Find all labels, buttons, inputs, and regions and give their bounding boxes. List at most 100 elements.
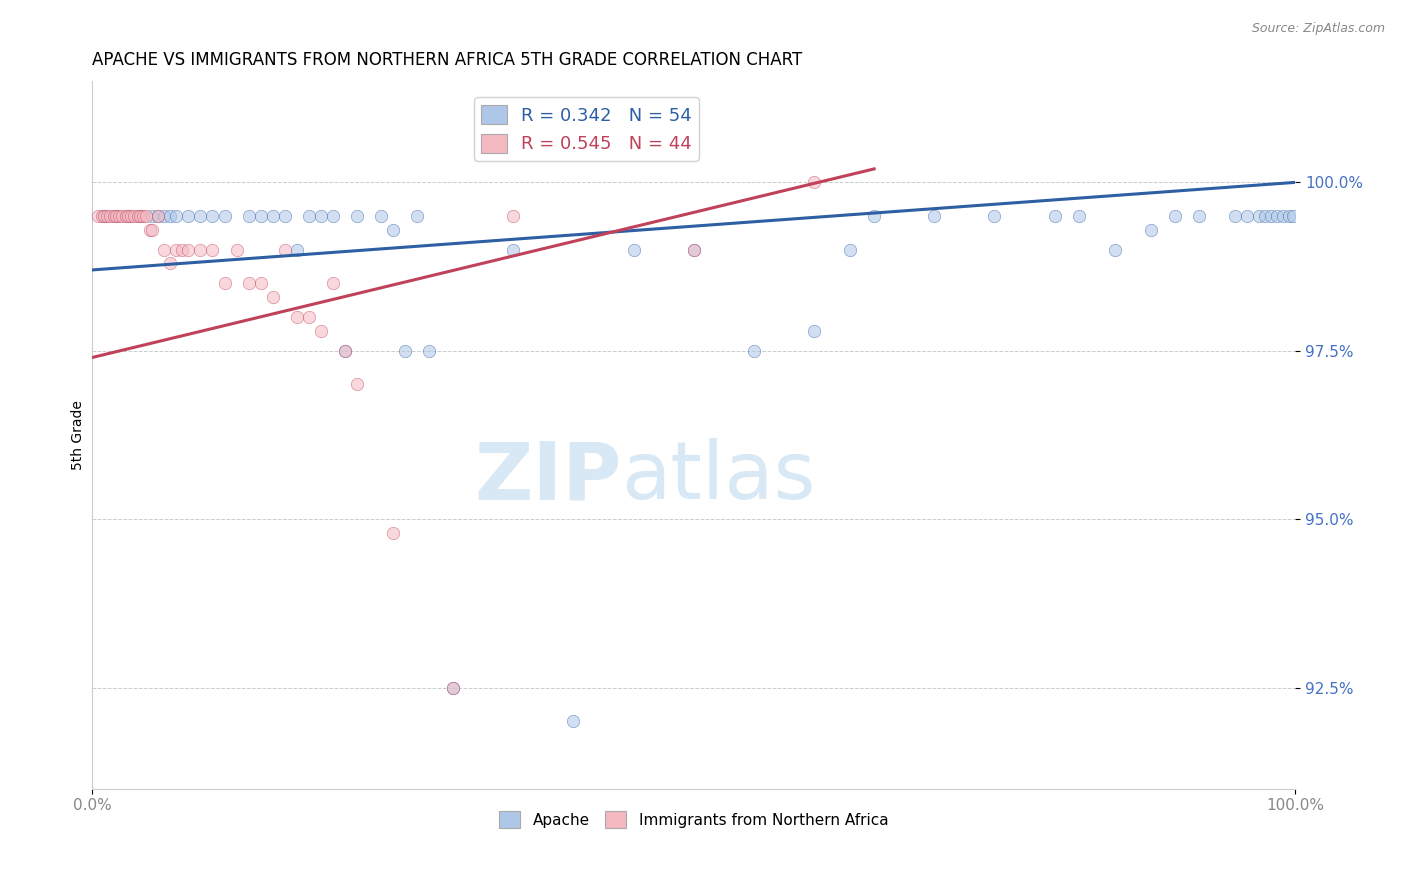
Point [214,209,236,223]
Point [124,209,146,223]
Point [346,377,368,392]
Point [441,681,464,695]
Point [381,222,404,236]
Point [190,243,212,257]
Point [105,209,128,223]
Point [1254,209,1277,223]
Point [381,525,404,540]
Point [249,209,271,223]
Point [863,209,886,223]
Point [103,209,125,223]
Point [148,209,170,223]
Point [922,209,945,223]
Point [803,324,825,338]
Point [262,290,284,304]
Point [298,209,321,223]
Point [139,222,162,236]
Point [623,243,645,257]
Point [129,209,152,223]
Point [682,243,704,257]
Text: APACHE VS IMMIGRANTS FROM NORTHERN AFRICA 5TH GRADE CORRELATION CHART: APACHE VS IMMIGRANTS FROM NORTHERN AFRIC… [93,51,803,69]
Point [96,209,118,223]
Point [190,209,212,223]
Point [90,209,112,223]
Point [262,209,284,223]
Point [165,243,187,257]
Point [148,209,170,223]
Point [273,243,295,257]
Point [159,256,181,270]
Legend: Apache, Immigrants from Northern Africa: Apache, Immigrants from Northern Africa [494,805,894,834]
Point [394,343,416,358]
Point [1265,209,1288,223]
Point [177,243,200,257]
Point [127,209,149,223]
Point [1164,209,1187,223]
Point [105,209,128,223]
Point [165,209,187,223]
Point [87,209,110,223]
Point [117,209,139,223]
Point [214,277,236,291]
Point [309,324,332,338]
Point [238,209,260,223]
Point [322,277,344,291]
Point [346,209,368,223]
Point [201,209,224,223]
Point [141,209,163,223]
Point [1281,209,1303,223]
Point [93,209,115,223]
Point [562,714,585,728]
Point [298,310,321,324]
Point [502,209,524,223]
Point [132,209,155,223]
Point [129,209,152,223]
Point [983,209,1005,223]
Point [1104,243,1126,257]
Point [1139,222,1161,236]
Point [309,209,332,223]
Point [135,209,157,223]
Point [803,175,825,189]
Point [153,209,176,223]
Point [441,681,464,695]
Point [1236,209,1258,223]
Point [333,343,356,358]
Point [225,243,247,257]
Point [273,209,295,223]
Y-axis label: 5th Grade: 5th Grade [72,400,86,470]
Point [107,209,129,223]
Point [370,209,392,223]
Point [120,209,142,223]
Point [285,243,308,257]
Point [418,343,440,358]
Point [115,209,138,223]
Point [1247,209,1270,223]
Point [406,209,429,223]
Point [177,209,200,223]
Point [742,343,765,358]
Point [249,277,271,291]
Point [1067,209,1090,223]
Point [1272,209,1295,223]
Text: atlas: atlas [621,438,815,516]
Point [682,243,704,257]
Point [201,243,224,257]
Point [1260,209,1282,223]
Point [285,310,308,324]
Point [502,243,524,257]
Point [238,277,260,291]
Point [117,209,139,223]
Point [1278,209,1301,223]
Point [159,209,181,223]
Text: Source: ZipAtlas.com: Source: ZipAtlas.com [1251,22,1385,36]
Point [839,243,862,257]
Point [333,343,356,358]
Point [322,209,344,223]
Text: ZIP: ZIP [474,438,621,516]
Point [1223,209,1246,223]
Point [93,209,115,223]
Point [98,209,121,223]
Point [153,243,176,257]
Point [111,209,134,223]
